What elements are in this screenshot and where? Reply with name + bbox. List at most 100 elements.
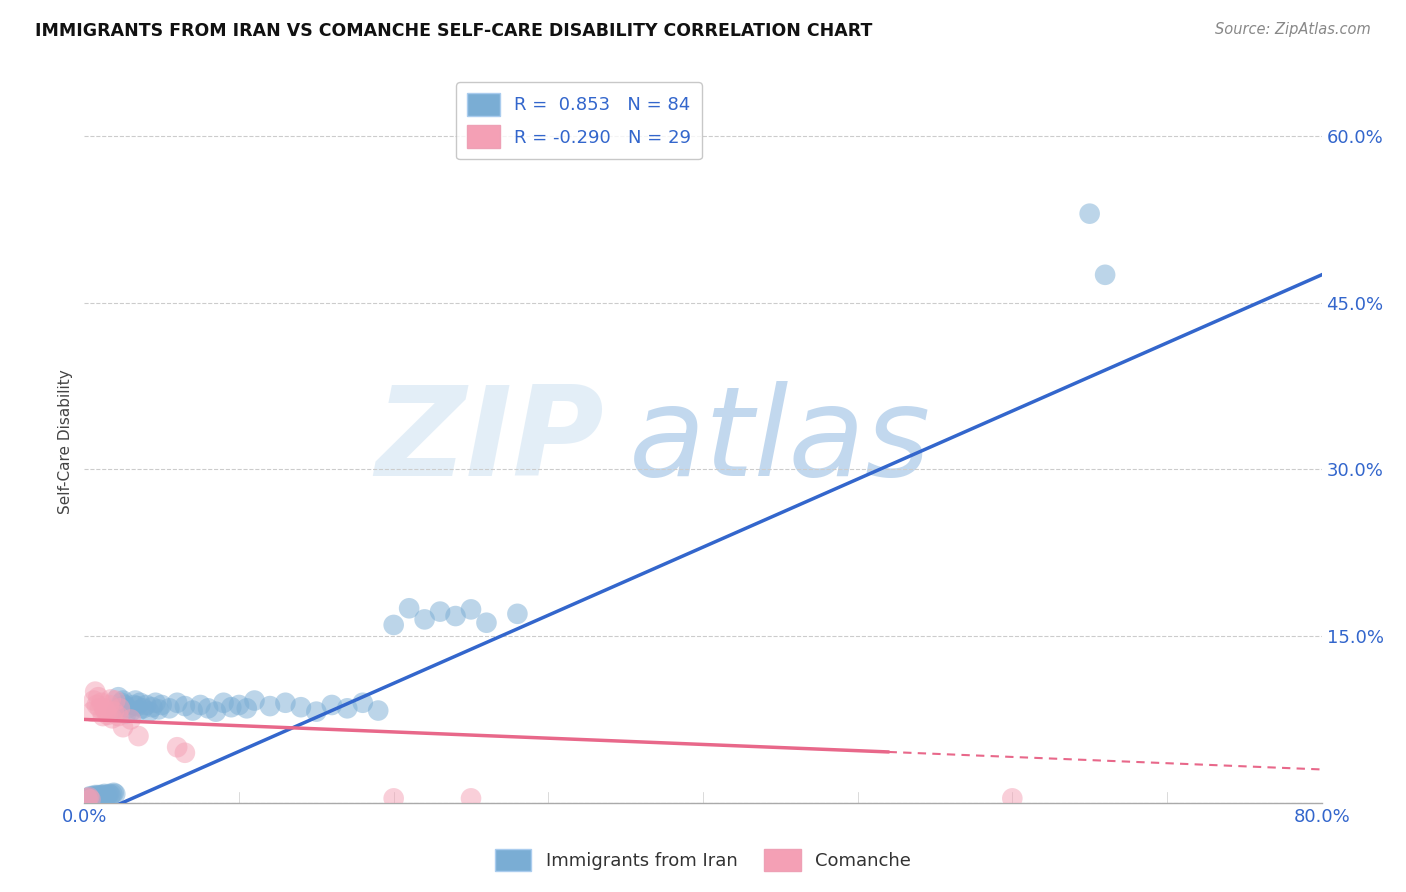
Point bbox=[150, 698, 173, 712]
Legend: Immigrants from Iran, Comanche: Immigrants from Iran, Comanche bbox=[488, 842, 918, 879]
Point bbox=[413, 612, 436, 626]
Point bbox=[90, 696, 112, 710]
Point bbox=[83, 791, 105, 805]
Point bbox=[90, 790, 112, 805]
Point bbox=[104, 787, 127, 801]
Point bbox=[444, 609, 467, 624]
Point bbox=[197, 701, 219, 715]
Point bbox=[132, 701, 155, 715]
Text: ZIP: ZIP bbox=[375, 381, 605, 502]
Point bbox=[101, 711, 124, 725]
Point bbox=[76, 791, 98, 805]
Point bbox=[117, 701, 139, 715]
Point bbox=[76, 791, 98, 805]
Point bbox=[90, 788, 112, 802]
Point bbox=[107, 709, 129, 723]
Point bbox=[127, 729, 149, 743]
Point bbox=[101, 787, 124, 801]
Point bbox=[86, 791, 108, 805]
Point bbox=[475, 615, 498, 630]
Point bbox=[83, 693, 105, 707]
Point bbox=[79, 791, 101, 805]
Point bbox=[174, 699, 197, 714]
Point bbox=[87, 788, 110, 802]
Point bbox=[93, 789, 115, 804]
Point bbox=[103, 705, 125, 719]
Text: IMMIGRANTS FROM IRAN VS COMANCHE SELF-CARE DISABILITY CORRELATION CHART: IMMIGRANTS FROM IRAN VS COMANCHE SELF-CA… bbox=[35, 22, 873, 40]
Point bbox=[82, 790, 104, 805]
Point bbox=[89, 701, 111, 715]
Point bbox=[235, 701, 259, 715]
Point bbox=[259, 699, 281, 714]
Point bbox=[100, 692, 122, 706]
Point bbox=[108, 701, 131, 715]
Point bbox=[76, 792, 98, 806]
Point bbox=[84, 684, 107, 698]
Point bbox=[89, 789, 111, 804]
Point bbox=[135, 698, 157, 712]
Point bbox=[82, 792, 104, 806]
Point bbox=[110, 696, 132, 710]
Point bbox=[79, 789, 101, 804]
Point bbox=[305, 705, 328, 719]
Point bbox=[112, 720, 135, 734]
Point bbox=[89, 791, 111, 805]
Point bbox=[460, 602, 482, 616]
Point bbox=[79, 792, 101, 806]
Point bbox=[290, 700, 312, 714]
Point bbox=[148, 702, 170, 716]
Point bbox=[93, 701, 115, 715]
Point bbox=[98, 787, 121, 801]
Point bbox=[96, 708, 118, 723]
Point bbox=[274, 696, 297, 710]
Point bbox=[506, 607, 529, 621]
Point bbox=[112, 693, 135, 707]
Point bbox=[398, 601, 420, 615]
Y-axis label: Self-Care Disability: Self-Care Disability bbox=[58, 369, 73, 514]
Point bbox=[103, 786, 125, 800]
Point bbox=[84, 788, 107, 802]
Point bbox=[87, 690, 110, 705]
Point bbox=[96, 788, 118, 802]
Point bbox=[91, 788, 114, 802]
Point bbox=[91, 790, 114, 805]
Legend: R =  0.853   N = 84, R = -0.290   N = 29: R = 0.853 N = 84, R = -0.290 N = 29 bbox=[457, 82, 702, 159]
Point bbox=[228, 698, 250, 712]
Point bbox=[77, 790, 100, 805]
Point bbox=[127, 704, 149, 718]
Point bbox=[1078, 207, 1101, 221]
Text: Source: ZipAtlas.com: Source: ZipAtlas.com bbox=[1215, 22, 1371, 37]
Point bbox=[83, 789, 105, 804]
Point bbox=[120, 705, 142, 719]
Point bbox=[181, 704, 204, 718]
Point bbox=[145, 696, 167, 710]
Point bbox=[100, 788, 122, 802]
Point bbox=[77, 790, 100, 805]
Point bbox=[205, 705, 228, 719]
Point bbox=[77, 792, 100, 806]
Point bbox=[166, 696, 188, 710]
Point bbox=[94, 789, 117, 804]
Point bbox=[122, 698, 145, 712]
Point bbox=[87, 790, 110, 805]
Point bbox=[91, 709, 114, 723]
Point bbox=[94, 705, 117, 719]
Point bbox=[382, 618, 405, 632]
Point bbox=[336, 701, 359, 715]
Point bbox=[1094, 268, 1116, 282]
Point bbox=[105, 705, 128, 719]
Point bbox=[86, 789, 108, 804]
Point bbox=[212, 696, 235, 710]
Point bbox=[125, 699, 148, 714]
Point bbox=[219, 700, 242, 714]
Point bbox=[1001, 791, 1024, 805]
Point bbox=[166, 740, 188, 755]
Point bbox=[460, 791, 482, 805]
Point bbox=[120, 713, 142, 727]
Point bbox=[75, 794, 97, 808]
Point bbox=[141, 700, 163, 714]
Point bbox=[188, 698, 211, 712]
Point bbox=[115, 706, 138, 721]
Point bbox=[124, 693, 146, 707]
Point bbox=[104, 693, 127, 707]
